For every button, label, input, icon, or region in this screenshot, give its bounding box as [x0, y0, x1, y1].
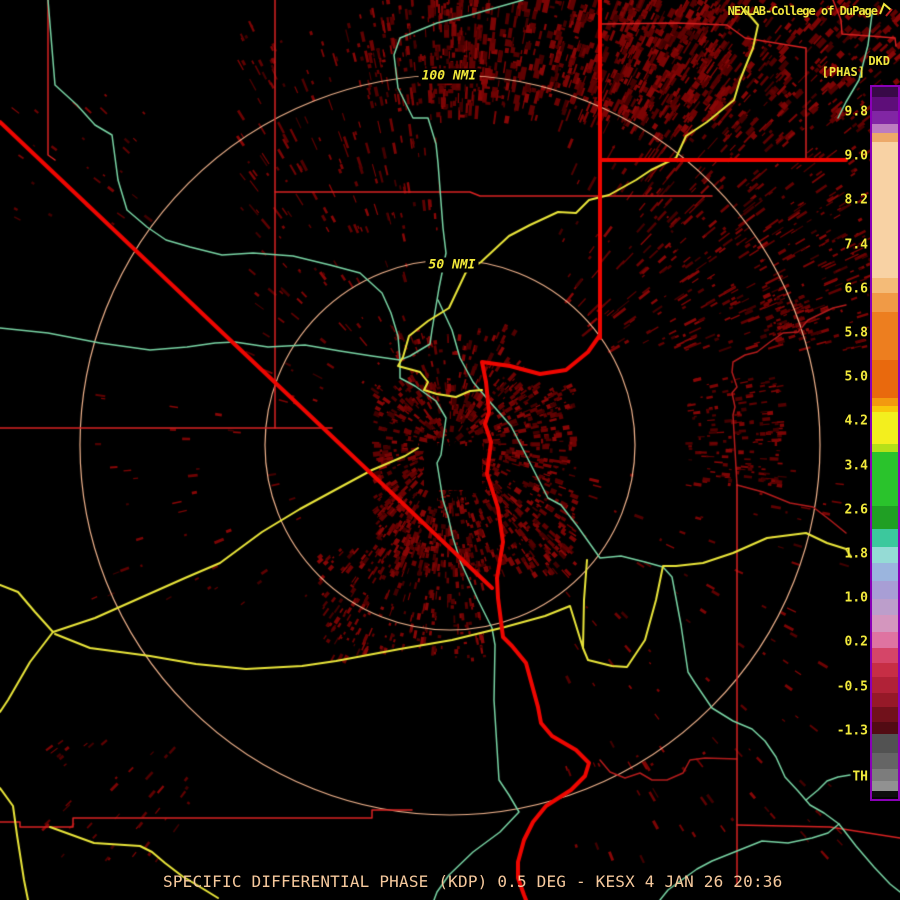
colorbar-band	[872, 444, 898, 452]
range-ring-label-100nmi: 100 NMI	[418, 68, 480, 84]
colorbar-band	[872, 632, 898, 648]
colorbar-band	[872, 133, 898, 142]
colorbar-tick-label: 9.0	[844, 148, 868, 164]
colorbar-tick-label: 0.2	[844, 634, 868, 650]
colorbar-tick-label: 1.0	[844, 590, 868, 606]
colorbar-band	[872, 97, 898, 111]
colorbar-band	[872, 506, 898, 529]
header-title: NEXLAB-College of DuPage	[727, 4, 878, 18]
colorbar-band	[872, 707, 898, 722]
colorbar-tick-label: 2.6	[844, 502, 868, 518]
colorbar-tick-label: 7.4	[844, 237, 868, 253]
colorbar-tick-label: TH	[852, 769, 868, 785]
product-code-label: DKD	[868, 54, 890, 68]
colorbar-band	[872, 781, 898, 791]
colorbar-band	[872, 693, 898, 707]
colorbar-band	[872, 452, 898, 506]
colorbar-band	[872, 398, 898, 406]
colorbar	[870, 85, 900, 801]
colorbar-band	[872, 677, 898, 693]
colorbar-tick-label: 1.8	[844, 546, 868, 562]
colorbar-band	[872, 734, 898, 753]
cod-logo-icon	[879, 2, 893, 17]
colorbar-tick-label: 8.2	[844, 192, 868, 208]
colorbar-band	[872, 547, 898, 563]
colorbar-band	[872, 648, 898, 663]
colorbar-band	[872, 87, 898, 97]
colorbar-band	[872, 599, 898, 615]
product-units-label: [PHAS]	[821, 65, 865, 79]
footer-product-title: SPECIFIC DIFFERENTIAL PHASE (KDP) 0.5 DE…	[163, 872, 783, 891]
colorbar-tick-label: 4.2	[844, 413, 868, 429]
colorbar-tick-label: -0.5	[836, 679, 868, 695]
colorbar-band	[872, 663, 898, 677]
colorbar-band	[872, 124, 898, 133]
range-ring-label-50nmi: 50 NMI	[425, 257, 479, 273]
colorbar-band	[872, 769, 898, 781]
colorbar-band	[872, 412, 898, 444]
colorbar-band	[872, 529, 898, 547]
colorbar-band	[872, 406, 898, 412]
colorbar-tick-label: 3.4	[844, 458, 868, 474]
colorbar-tick-label: 5.0	[844, 369, 868, 385]
colorbar-band	[872, 753, 898, 769]
colorbar-band	[872, 563, 898, 581]
colorbar-band	[872, 791, 898, 797]
colorbar-band	[872, 111, 898, 124]
colorbar-band	[872, 142, 898, 278]
colorbar-band	[872, 360, 898, 398]
colorbar-tick-label: 6.6	[844, 281, 868, 297]
colorbar-band	[872, 278, 898, 293]
colorbar-tick-label: -1.3	[836, 723, 868, 739]
colorbar-band	[872, 312, 898, 360]
colorbar-tick-label: 9.8	[844, 104, 868, 120]
colorbar-band	[872, 581, 898, 599]
colorbar-band	[872, 722, 898, 734]
colorbar-band	[872, 293, 898, 312]
colorbar-tick-label: 5.8	[844, 325, 868, 341]
colorbar-band	[872, 615, 898, 632]
